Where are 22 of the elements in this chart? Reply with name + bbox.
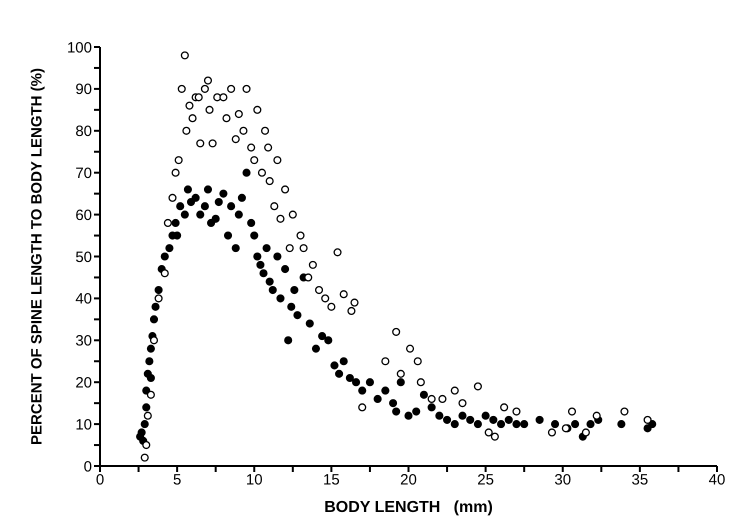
- y-tick-label: 10: [75, 416, 92, 434]
- x-tick-label: 10: [246, 472, 263, 489]
- y-tick-label: 80: [75, 123, 92, 140]
- y-axis-title: PERCENT OF SPINE LENGTH TO BODY LENGTH (%): [28, 68, 46, 445]
- x-tick-label: 0: [96, 472, 104, 489]
- y-tick-label: 30: [75, 332, 92, 350]
- x-tick-label: 35: [632, 472, 648, 489]
- y-tick-label: 50: [75, 248, 92, 266]
- y-tick-label: 70: [75, 165, 92, 182]
- x-tick-label: 5: [172, 472, 182, 489]
- y-tick-label: 100: [66, 39, 92, 56]
- y-tick-label: 0: [84, 458, 92, 476]
- y-tick-label: 90: [75, 81, 92, 98]
- x-tick-label: 20: [400, 472, 417, 489]
- x-tick-label: 25: [477, 472, 494, 489]
- x-tick-label: 40: [708, 472, 726, 489]
- x-axis-title: BODY LENGTH (mm): [324, 499, 493, 516]
- x-tick-label: 30: [554, 472, 572, 489]
- y-tick-label: 40: [75, 290, 92, 308]
- y-tick-label: 60: [75, 206, 92, 224]
- y-tick-label: 20: [75, 374, 92, 392]
- x-tick-label: 15: [323, 472, 340, 489]
